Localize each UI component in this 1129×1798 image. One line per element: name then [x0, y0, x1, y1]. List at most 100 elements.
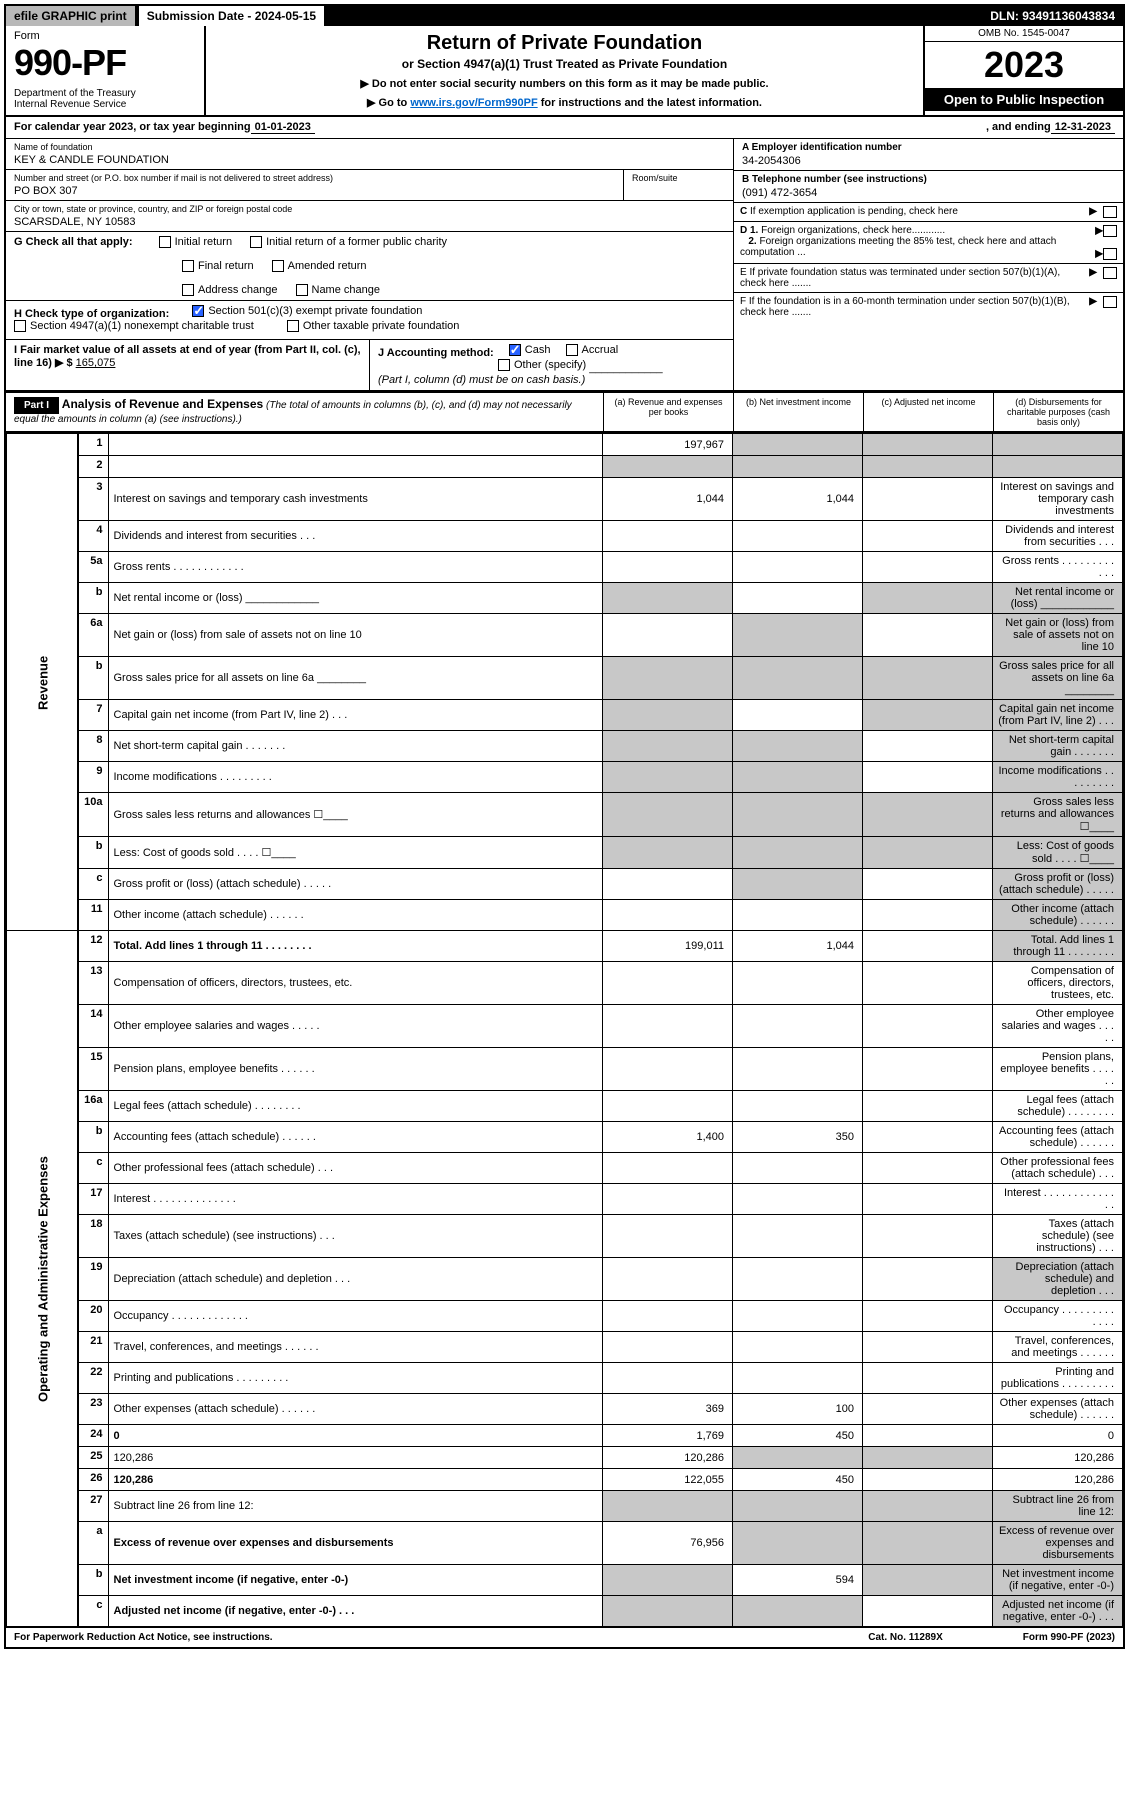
form-note1: ▶ Do not enter social security numbers o… [218, 77, 911, 90]
line-number: 19 [78, 1258, 108, 1301]
line-number: 12 [78, 931, 108, 962]
omb-number: OMB No. 1545-0047 [925, 26, 1123, 42]
table-row: 2401,7694500 [7, 1425, 1123, 1447]
chk-amended[interactable]: Amended return [272, 260, 367, 272]
chk-4947[interactable]: Section 4947(a)(1) nonexempt charitable … [14, 320, 254, 332]
f-checkbox[interactable] [1103, 296, 1117, 308]
table-row: bLess: Cost of goods sold . . . . ☐____L… [7, 837, 1123, 869]
chk-name-change[interactable]: Name change [296, 284, 381, 296]
cell-a [603, 614, 733, 657]
form-subtitle: or Section 4947(a)(1) Trust Treated as P… [218, 57, 911, 71]
line-number: a [78, 1522, 108, 1565]
address: PO BOX 307 [14, 183, 615, 197]
line-number: b [78, 583, 108, 614]
cell-b [733, 1522, 863, 1565]
efile-label[interactable]: efile GRAPHIC print [6, 6, 135, 26]
d2-checkbox[interactable] [1103, 248, 1117, 260]
cell-c [863, 731, 993, 762]
table-row: 7Capital gain net income (from Part IV, … [7, 700, 1123, 731]
foundation-name-cell: Name of foundation KEY & CANDLE FOUNDATI… [6, 139, 733, 170]
chk-other-taxable[interactable]: Other taxable private foundation [287, 320, 460, 332]
cal-mid: , and ending [986, 121, 1051, 134]
cell-c [863, 1394, 993, 1425]
table-row: 18Taxes (attach schedule) (see instructi… [7, 1215, 1123, 1258]
chk-other-method[interactable]: Other (specify) [498, 359, 586, 371]
cell-d: Taxes (attach schedule) (see instruction… [993, 1215, 1123, 1258]
line-description: Excess of revenue over expenses and disb… [108, 1522, 603, 1565]
line-description: Subtract line 26 from line 12: [108, 1491, 603, 1522]
lines-table: Revenue1197,96723Interest on savings and… [6, 433, 1123, 1627]
chk-initial-former[interactable]: Initial return of a former public charit… [250, 236, 447, 248]
cell-a: 1,769 [603, 1425, 733, 1447]
line-number: 3 [78, 478, 108, 521]
table-row: 26120,286122,055450120,286 [7, 1469, 1123, 1491]
cell-b [733, 962, 863, 1005]
cell-d: Capital gain net income (from Part IV, l… [993, 700, 1123, 731]
chk-address-change[interactable]: Address change [182, 284, 278, 296]
submission-date: Submission Date - 2024-05-15 [139, 6, 324, 26]
note2-pre: ▶ Go to [367, 97, 410, 109]
cell-b: 1,044 [733, 931, 863, 962]
line-description: Gross sales price for all assets on line… [108, 657, 603, 700]
cell-c [863, 931, 993, 962]
line-description: Taxes (attach schedule) (see instruction… [108, 1215, 603, 1258]
cell-a [603, 1091, 733, 1122]
city-label: City or town, state or province, country… [14, 204, 725, 214]
cell-c [863, 1122, 993, 1153]
table-row: aExcess of revenue over expenses and dis… [7, 1522, 1123, 1565]
cell-a: 122,055 [603, 1469, 733, 1491]
chk-final-return[interactable]: Final return [182, 260, 254, 272]
g-section: G Check all that apply: Initial return I… [6, 232, 733, 300]
cell-d: Travel, conferences, and meetings . . . … [993, 1332, 1123, 1363]
table-row: 25120,286120,286120,286 [7, 1447, 1123, 1469]
cell-a [603, 962, 733, 1005]
line-description: Printing and publications . . . . . . . … [108, 1363, 603, 1394]
c-checkbox[interactable] [1103, 206, 1117, 218]
d1-checkbox[interactable] [1103, 225, 1117, 237]
cell-b [733, 1153, 863, 1184]
col-a-head: (a) Revenue and expenses per books [603, 393, 733, 431]
cell-d: Net short-term capital gain . . . . . . … [993, 731, 1123, 762]
cell-b [733, 1184, 863, 1215]
footer: For Paperwork Reduction Act Notice, see … [6, 1627, 1123, 1647]
line-description: Gross rents . . . . . . . . . . . . [108, 552, 603, 583]
cell-a: 1,400 [603, 1122, 733, 1153]
cell-d: Gross profit or (loss) (attach schedule)… [993, 869, 1123, 900]
line-number: 14 [78, 1005, 108, 1048]
cell-b: 1,044 [733, 478, 863, 521]
chk-initial-return[interactable]: Initial return [159, 236, 232, 248]
line-number: 16a [78, 1091, 108, 1122]
table-row: 13Compensation of officers, directors, t… [7, 962, 1123, 1005]
cell-c [863, 1332, 993, 1363]
cell-a [603, 900, 733, 931]
line-description: Other expenses (attach schedule) . . . .… [108, 1394, 603, 1425]
cell-d: Gross sales less returns and allowances … [993, 793, 1123, 837]
calendar-year-row: For calendar year 2023, or tax year begi… [6, 117, 1123, 139]
irs-link[interactable]: www.irs.gov/Form990PF [410, 97, 537, 109]
cell-c [863, 1005, 993, 1048]
table-row: 2 [7, 456, 1123, 478]
line-number: 4 [78, 521, 108, 552]
cell-b [733, 434, 863, 456]
line-description: Less: Cost of goods sold . . . . ☐____ [108, 837, 603, 869]
line-number: c [78, 869, 108, 900]
cell-b [733, 869, 863, 900]
cell-c [863, 1522, 993, 1565]
cell-d: Gross rents . . . . . . . . . . . . [993, 552, 1123, 583]
line-number: 22 [78, 1363, 108, 1394]
table-row: cAdjusted net income (if negative, enter… [7, 1596, 1123, 1627]
cell-a [603, 1596, 733, 1627]
cell-a [603, 1048, 733, 1091]
cell-d: Total. Add lines 1 through 11 . . . . . … [993, 931, 1123, 962]
j-accrual: Accrual [582, 344, 619, 356]
chk-501c3[interactable]: Section 501(c)(3) exempt private foundat… [192, 305, 422, 317]
line-number: 26 [78, 1469, 108, 1491]
e-checkbox[interactable] [1103, 267, 1117, 279]
col-b-head: (b) Net investment income [733, 393, 863, 431]
chk-cash[interactable]: Cash [509, 344, 551, 356]
cell-d: Occupancy . . . . . . . . . . . . . [993, 1301, 1123, 1332]
line-number: b [78, 1565, 108, 1596]
chk-accrual[interactable]: Accrual [566, 344, 619, 356]
cell-b [733, 700, 863, 731]
open-inspection: Open to Public Inspection [925, 88, 1123, 111]
